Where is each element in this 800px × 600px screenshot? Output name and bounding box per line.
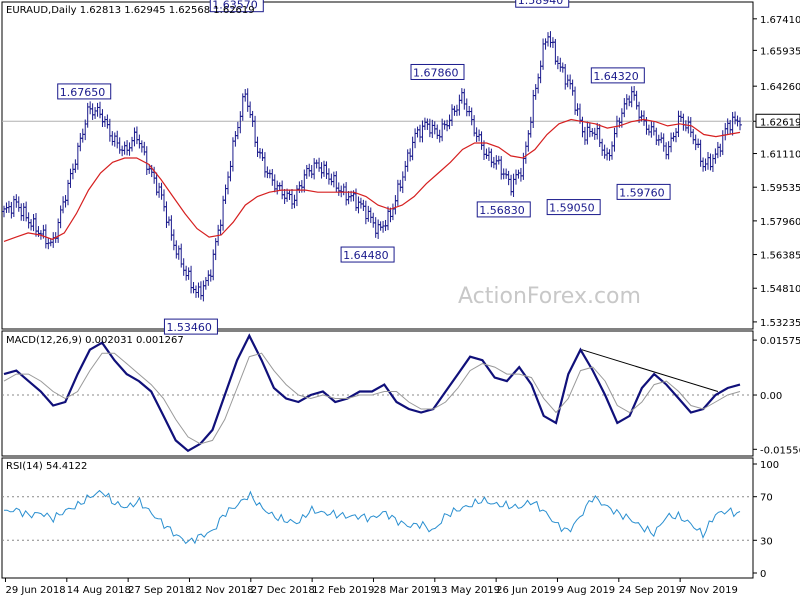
macd-header: MACD(12,26,9) 0.002031 0.001267 — [6, 335, 184, 346]
price-y-tick-label: 1.53235 — [760, 318, 800, 329]
price-annotation-label: 1.59050 — [549, 202, 595, 215]
price-y-tick-label: 1.67410 — [760, 15, 800, 26]
rsi-y-tick-label: 0 — [760, 569, 766, 580]
moving-average-line — [3, 118, 741, 242]
price-y-tick-label: 1.57960 — [760, 217, 800, 228]
rsi-y-tick-label: 30 — [760, 536, 773, 547]
price-annotation-box — [410, 63, 465, 80]
current-price-box — [755, 113, 800, 128]
price-annotation-label: 1.53460 — [166, 321, 212, 334]
price-annotation-label: 1.58940 — [518, 0, 564, 7]
rsi-header: RSI(14) 54.4122 — [6, 461, 87, 472]
price-annotation-box — [515, 0, 570, 8]
price-annotation-label: 1.59760 — [619, 186, 665, 199]
x-tick-label: 12 Nov 2018 — [189, 585, 253, 596]
price-annotation-box — [163, 318, 218, 335]
rsi-line — [3, 489, 741, 545]
x-tick-label: 7 Nov 2019 — [680, 585, 738, 596]
price-annotation-box — [57, 83, 112, 100]
price-header: EURAUD,Daily 1.62813 1.62945 1.62568 1.6… — [6, 5, 255, 16]
rsi-panel-frame — [1, 457, 754, 579]
price-annotation-label: 1.56830 — [479, 204, 525, 217]
price-annotation-label: 1.67650 — [60, 86, 106, 99]
macd-signal-line — [3, 352, 741, 445]
price-y-tick-label: 1.61110 — [760, 150, 800, 161]
price-layer: 1.67650 1.63570 1.53460 1.67860 1.64480 1.568… — [2, 0, 753, 335]
macd-line — [3, 333, 741, 453]
macd-y-tick-label: 0.01575 — [760, 336, 800, 347]
price-annotation-label: 1.64320 — [593, 70, 639, 83]
x-tick-label: 29 Jun 2018 — [5, 585, 65, 596]
price-annotation-box — [476, 201, 531, 218]
x-tick-label: 24 Sep 2019 — [619, 585, 682, 596]
x-tick-label: 12 Feb 2019 — [312, 585, 374, 596]
x-tick-label: 28 Mar 2019 — [373, 585, 436, 596]
price-annotation-box — [340, 246, 395, 263]
axis-layer: 1.67410 1.65935 1.64260 1.62619 1.61110 1.595… — [4, 15, 800, 596]
price-annotation-label: 1.64480 — [343, 249, 389, 262]
price-annotation-label: 1.67860 — [413, 66, 459, 79]
price-y-tick-label: 1.65935 — [760, 46, 800, 57]
price-y-tick-label: 1.56385 — [760, 251, 800, 262]
price-annotation-box — [546, 199, 601, 216]
price-annotation-box — [616, 183, 671, 200]
watermark: ActionForex.com — [458, 284, 641, 309]
price-annotation-label: 1.63570 — [212, 0, 258, 12]
rsi-y-tick-label: 100 — [760, 460, 779, 471]
rsi-y-tick-label: 70 — [760, 493, 773, 504]
macd-y-tick-label: -0.015568 — [760, 445, 800, 456]
price-y-tick-label: 1.59535 — [760, 183, 800, 194]
price-annotation-box — [209, 0, 264, 13]
price-y-tick-label: 1.54810 — [760, 284, 800, 295]
rsi-layer — [2, 489, 753, 545]
x-tick-label: 14 Aug 2018 — [67, 585, 131, 596]
price-annotation-box — [590, 67, 645, 84]
macd-y-tick-label: 0.00 — [760, 391, 782, 402]
price-panel-frame — [1, 1, 754, 330]
macd-trendline — [581, 349, 719, 393]
x-tick-label: 27 Sep 2018 — [128, 585, 191, 596]
x-tick-label: 26 Jun 2019 — [496, 585, 556, 596]
price-y-tick-label: 1.64260 — [760, 82, 800, 93]
current-price-label: 1.62619 — [760, 117, 800, 128]
x-tick-label: 13 May 2019 — [435, 585, 500, 596]
x-tick-label: 9 Aug 2019 — [557, 585, 615, 596]
x-tick-label: 27 Dec 2018 — [251, 585, 315, 596]
macd-layer — [2, 333, 753, 453]
